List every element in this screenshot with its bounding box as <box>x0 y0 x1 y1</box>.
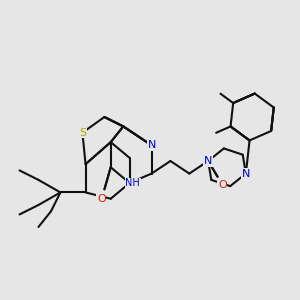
Text: S: S <box>79 128 86 138</box>
Text: N: N <box>204 156 212 166</box>
Text: O: O <box>97 194 106 204</box>
Text: N: N <box>242 169 250 178</box>
Text: NH: NH <box>125 178 140 188</box>
Text: N: N <box>147 140 156 150</box>
Text: O: O <box>218 180 227 190</box>
